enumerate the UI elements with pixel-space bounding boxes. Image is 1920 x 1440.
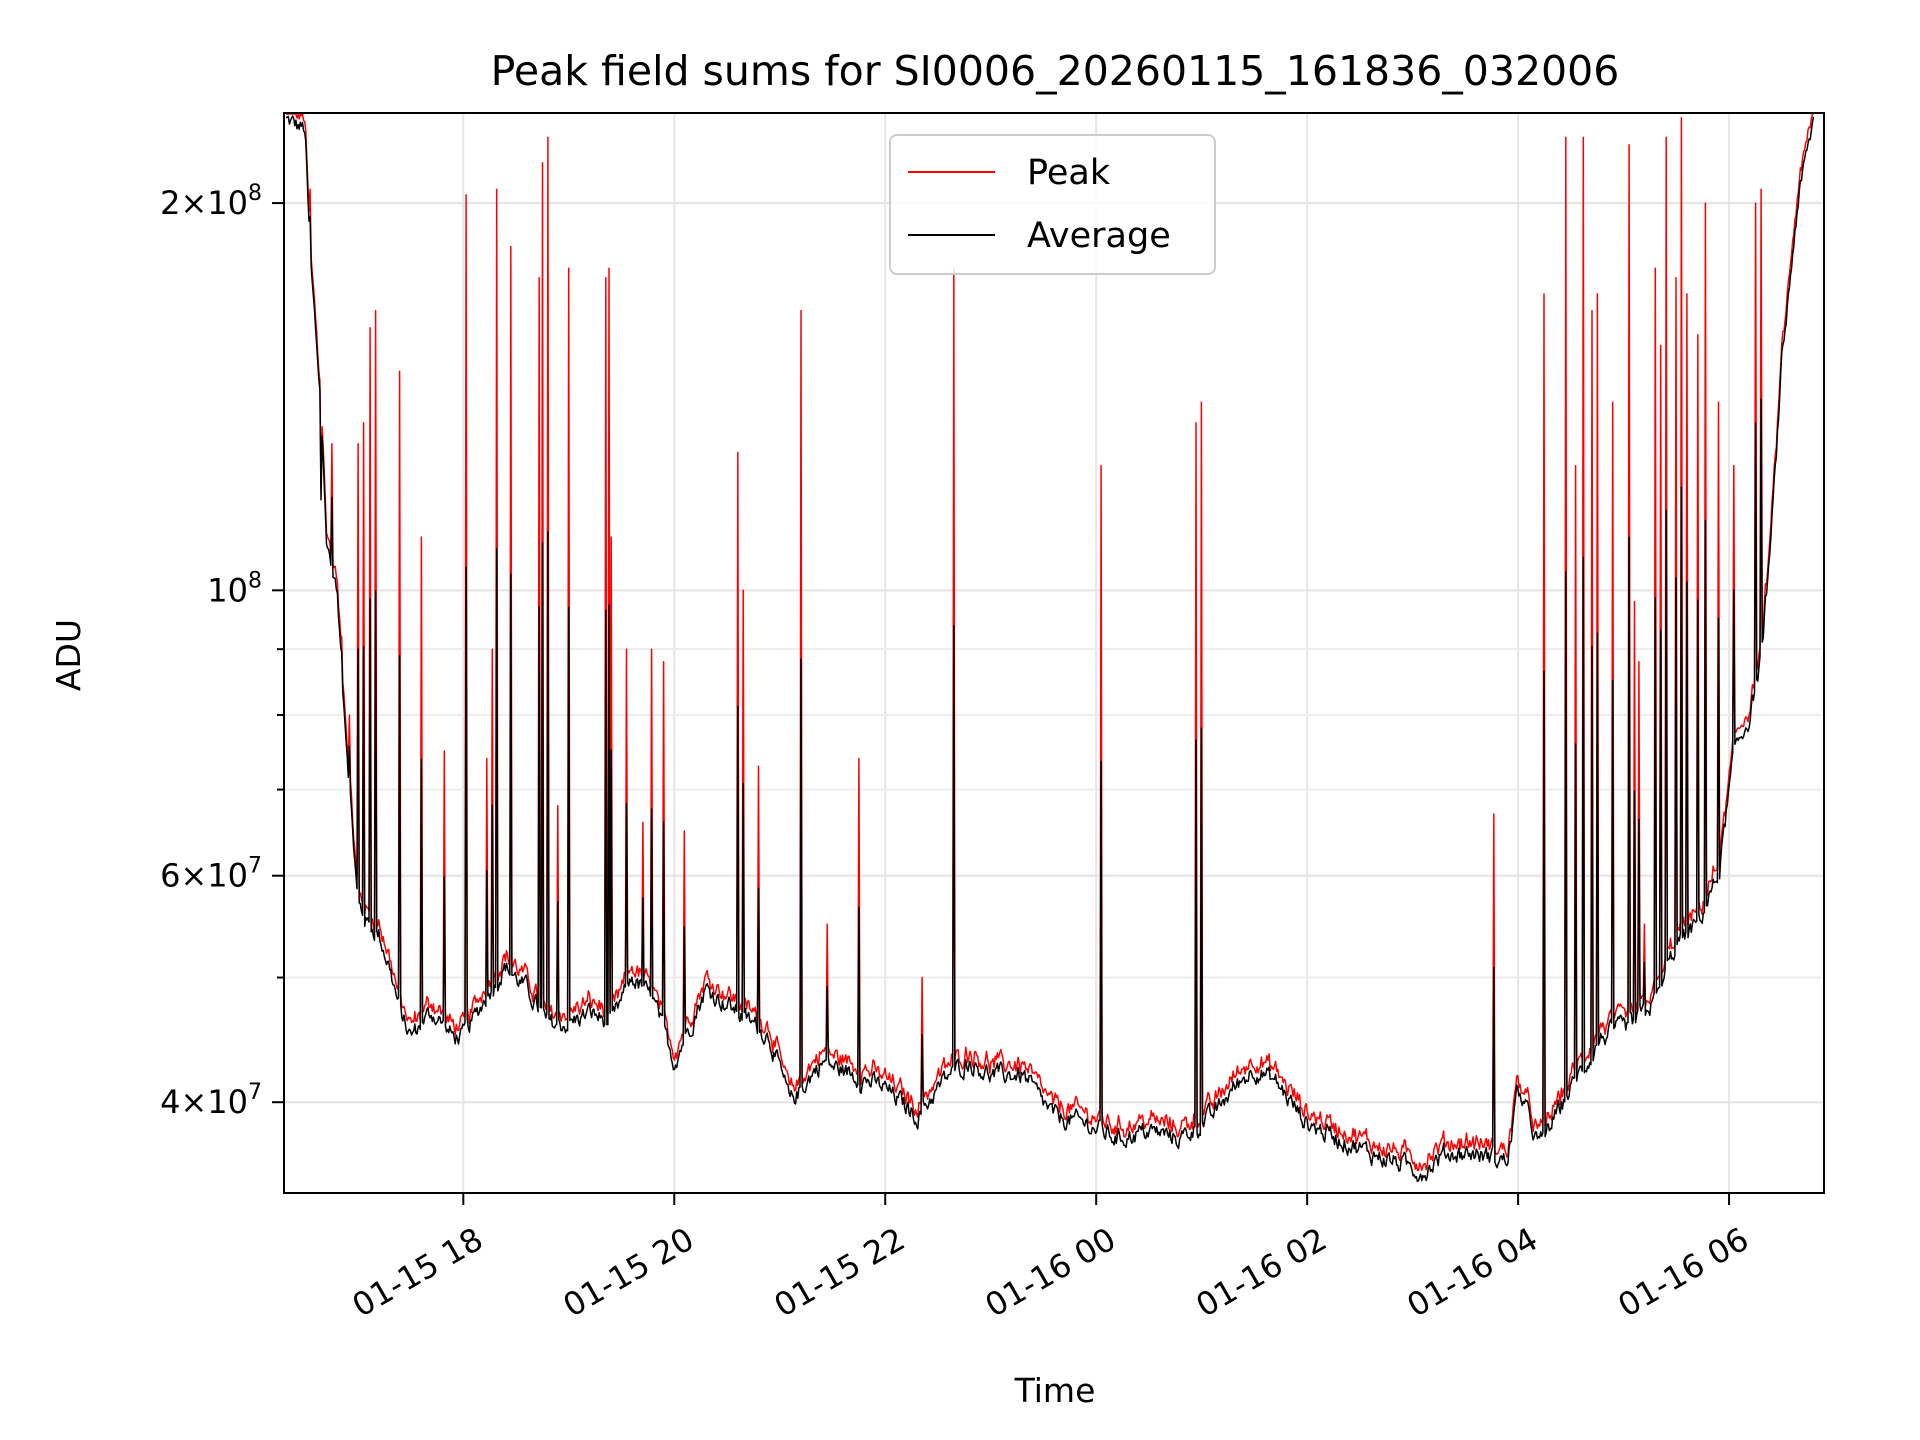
y-tick-label: 108 — [207, 568, 262, 609]
y-tick-label: 6×107 — [160, 854, 262, 895]
axes-frame — [283, 112, 1825, 1194]
legend-average-label: Average — [1027, 216, 1171, 256]
plot-area — [285, 113, 1815, 1183]
chart-title: Peak field sums for SI0006_20260115_1618… — [491, 47, 1620, 95]
legend-box — [889, 134, 1216, 275]
y-tick-label: 2×108 — [160, 181, 262, 222]
legend-peak-label: Peak — [1027, 153, 1111, 193]
series-average-line — [285, 115, 1815, 1183]
y-axis-label: ADU — [49, 619, 88, 691]
y-axis: 4×107 6×107 108 2×108 — [160, 181, 284, 1121]
x-axis-label: Time — [1014, 1371, 1096, 1410]
y-tick-label: 4×107 — [160, 1080, 262, 1121]
legend: Peak Average — [889, 134, 1216, 275]
